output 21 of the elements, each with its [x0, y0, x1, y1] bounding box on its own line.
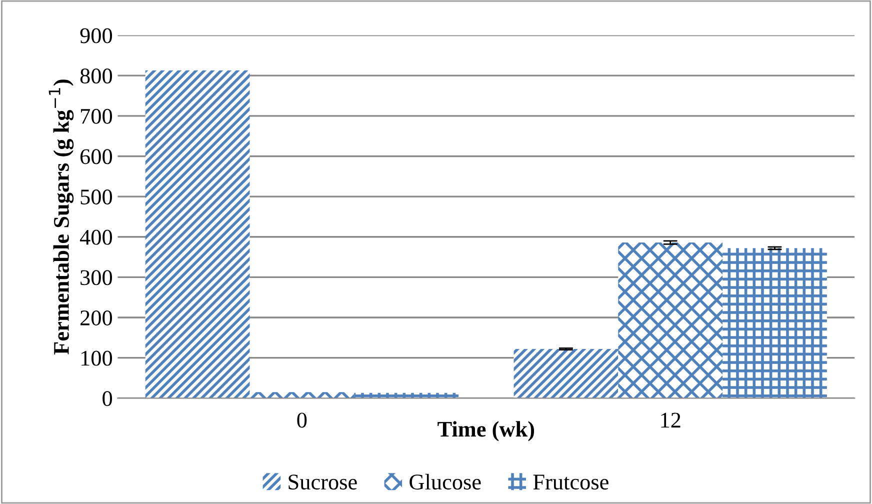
- y-tick-label: 800: [80, 68, 112, 84]
- y-tick-label: 500: [80, 189, 112, 204]
- y-tick-label: 200: [80, 310, 112, 326]
- x-tick-label: 12: [661, 412, 680, 428]
- bar: [250, 392, 354, 398]
- y-tick-label: 600: [80, 149, 112, 164]
- y-tick-label: 300: [80, 270, 112, 286]
- bar: [618, 242, 723, 398]
- y-tick-label: 700: [80, 108, 112, 124]
- legend-label: Sucrose: [288, 474, 357, 490]
- y-axis-title: Fermentable Sugars (g kg$^{−1}$): [48, 80, 74, 354]
- y-tick-label: 0: [102, 391, 112, 406]
- y-tick-label: 400: [80, 230, 112, 245]
- y-tick-label: 100: [81, 350, 112, 366]
- legend-label: Glucose: [410, 474, 481, 490]
- bar: [722, 248, 827, 398]
- bar: [145, 70, 250, 398]
- x-axis-title: Time (wk): [438, 421, 534, 442]
- y-tick-label: 900: [80, 28, 112, 44]
- bar: [514, 348, 618, 398]
- legend-label: Frutcose: [533, 474, 608, 490]
